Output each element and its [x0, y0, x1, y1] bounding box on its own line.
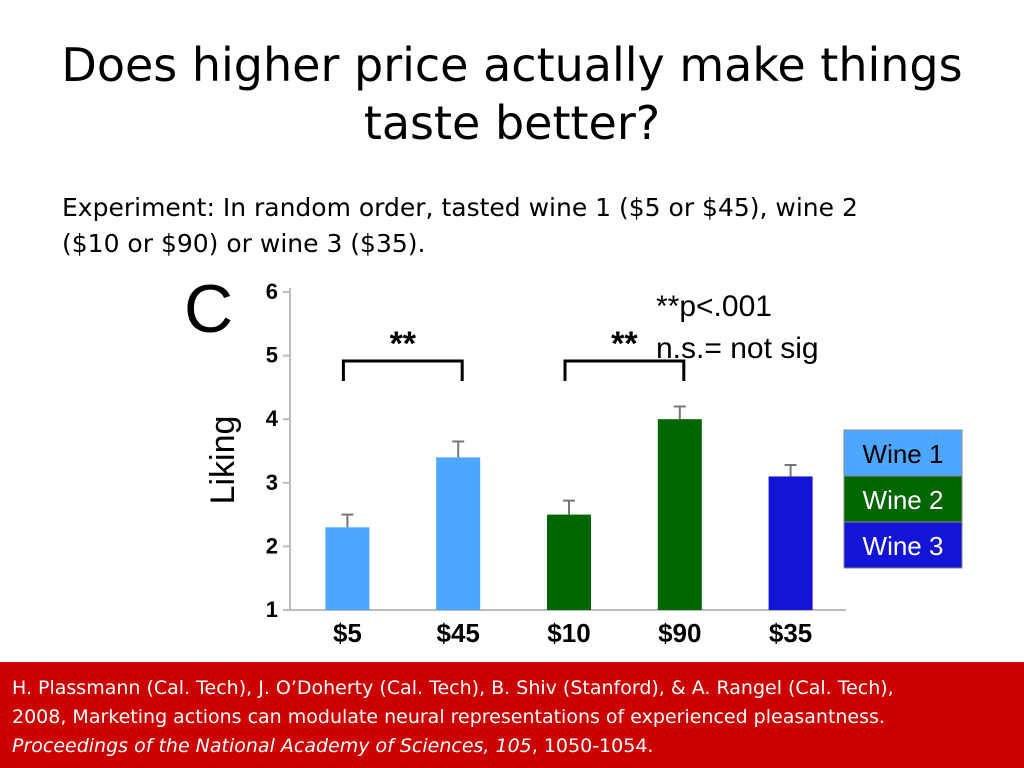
citation-line-3: Proceedings of the National Academy of S…	[12, 732, 1012, 761]
y-tick-label: 4	[266, 406, 279, 431]
x-tick-label: $35	[769, 618, 812, 648]
y-tick-label: 1	[266, 597, 278, 622]
significance-label: **	[390, 325, 417, 363]
y-axis-label: Liking	[204, 416, 242, 505]
annotation-p-value: **p<.001	[656, 290, 772, 323]
y-tick-label: 6	[266, 279, 278, 304]
legend-label: Wine 2	[863, 485, 944, 515]
y-tick-label: 5	[266, 343, 278, 368]
bar	[325, 527, 370, 610]
legend-swatch	[843, 475, 963, 523]
legend-label: Wine 1	[863, 439, 944, 469]
slide-title: Does higher price actually make things t…	[40, 36, 984, 152]
citation-line-1: H. Plassmann (Cal. Tech), J. O’Doherty (…	[12, 677, 894, 699]
citation-journal: Proceedings of the National Academy of S…	[12, 735, 532, 757]
description-line-2: ($10 or $90) or wine 3 ($35).	[62, 229, 426, 258]
x-tick-label: $5	[333, 618, 362, 648]
citation-pages: , 1050-1054.	[531, 735, 654, 757]
legend-swatch	[843, 521, 963, 569]
legend-swatch	[843, 429, 963, 477]
title-line-2: taste better?	[363, 96, 661, 150]
bar	[657, 419, 702, 610]
panel-label: C	[184, 271, 233, 347]
bar	[768, 476, 813, 610]
liking-bar-chart: C Liking 1 2 3 4 5 6 $5 $45 $10 $90 $35 ** ** **p<.0…	[184, 271, 963, 648]
y-tick-label: 2	[266, 533, 278, 558]
citation-line-2: 2008, Marketing actions can modulate neu…	[12, 706, 885, 728]
experiment-description: Experiment: In random order, tasted wine…	[62, 190, 962, 262]
legend: Wine 1 Wine 2 Wine 3	[843, 429, 963, 569]
citation-box: H. Plassmann (Cal. Tech), J. O’Doherty (…	[0, 662, 1024, 768]
title-line-1: Does higher price actually make things	[61, 38, 963, 92]
x-tick-label: $10	[547, 618, 590, 648]
bar	[436, 457, 481, 610]
bar	[547, 514, 591, 610]
significance-bracket	[341, 359, 464, 381]
description-line-1: Experiment: In random order, tasted wine…	[62, 193, 858, 222]
significance-bracket	[563, 359, 686, 381]
significance-label: **	[611, 325, 638, 363]
y-tick-label: 3	[266, 470, 278, 495]
x-tick-label: $90	[658, 618, 701, 648]
legend-label: Wine 3	[863, 531, 944, 561]
annotation-not-significant: n.s.= not sig	[656, 332, 819, 365]
x-tick-label: $45	[437, 618, 480, 648]
annotation-clip	[846, 330, 886, 370]
